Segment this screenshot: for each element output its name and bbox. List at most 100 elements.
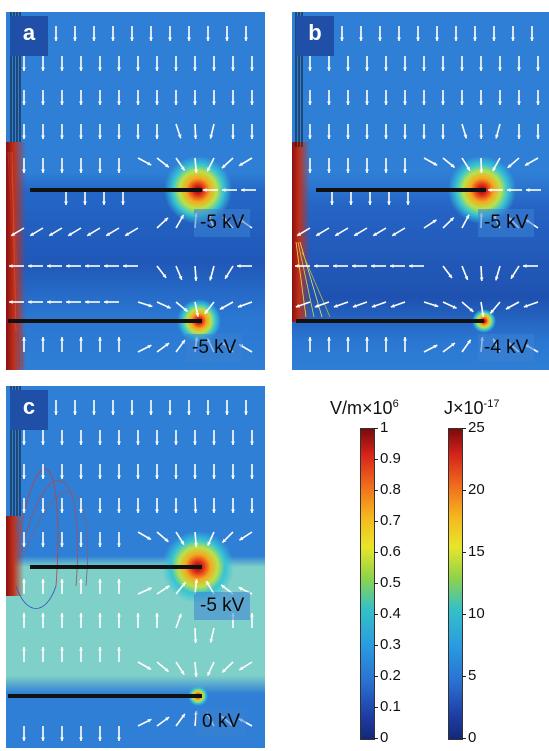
field-arrow-head (98, 67, 102, 71)
field-arrow-head (79, 509, 83, 513)
field-plot-b (292, 12, 549, 370)
colorbar-tick-label: 0.2 (380, 667, 401, 684)
field-arrow-head (207, 167, 211, 172)
field-arrow-head (79, 337, 83, 341)
colorbar-tick-label: 10 (468, 605, 485, 622)
field-arrow-head (222, 188, 226, 192)
field-arrow-head (79, 613, 83, 617)
field-arrow-head (193, 101, 197, 105)
field-arrow-head (209, 638, 214, 643)
electric-field-unit: V/m×106 (330, 398, 399, 418)
field-arrow-head (125, 232, 130, 236)
field-arrow-head (54, 37, 58, 41)
field-arrow-head (98, 613, 102, 617)
field-arrow-head (308, 101, 312, 105)
colorbar-tick-mark (374, 738, 378, 739)
field-arrow-head (536, 135, 540, 139)
field-arrow-head (164, 667, 169, 672)
field-arrow-head (41, 613, 45, 617)
field-arrow-head (498, 101, 502, 105)
field-arrow-head (79, 647, 83, 651)
field-arrow-head (178, 613, 182, 618)
colorbar-tick-label: 25 (468, 419, 485, 436)
field-arrow-head (60, 169, 64, 173)
field-arrow-head (373, 232, 378, 236)
colorbar-tick-label: 0.6 (380, 543, 401, 560)
field-arrow-head (250, 509, 254, 513)
electrode (8, 694, 202, 698)
field-arrow-head (83, 201, 87, 205)
field-arrow-head (130, 411, 134, 415)
field-arrow-head (222, 538, 227, 543)
field-line (299, 241, 323, 318)
energy-unit: J×10-17 (444, 398, 500, 418)
field-plot-c (6, 386, 265, 748)
field-arrow-head (403, 169, 407, 173)
panel-label-c: c (10, 390, 48, 430)
field-arrow-head (147, 719, 152, 723)
field-arrow-head (433, 345, 438, 349)
field-arrow-head (378, 37, 382, 41)
field-arrow-head (466, 166, 470, 171)
field-arrow-head (117, 613, 121, 617)
field-arrow-head (333, 264, 337, 268)
field-arrow-head (297, 232, 302, 236)
field-arrow-head (92, 411, 96, 415)
field-arrow-head (22, 579, 26, 583)
field-arrow-head (60, 475, 64, 479)
field-arrow-head (41, 67, 45, 71)
field-arrow-head (147, 345, 152, 349)
field-arrow-head (352, 264, 356, 268)
field-arrow-head (79, 543, 83, 547)
field-arrow-head (422, 101, 426, 105)
electrode (8, 319, 202, 323)
field-arrow-head (346, 67, 350, 71)
field-arrow-head (22, 135, 26, 139)
field-arrow-head (327, 101, 331, 105)
field-arrow-head (511, 37, 515, 41)
field-arrow-head (49, 232, 54, 236)
field-arrow-head (422, 135, 426, 139)
field-arrow-head (295, 264, 299, 268)
field-arrow-head (365, 135, 369, 139)
field-arrow-head (406, 201, 410, 205)
field-arrow-head (22, 613, 26, 617)
colorbar-tick-label: 20 (468, 481, 485, 498)
field-arrow-head (117, 543, 121, 547)
colorbar-tick-mark (374, 614, 378, 615)
field-arrow-head (237, 304, 242, 308)
field-arrow-head (193, 509, 198, 513)
electrode (296, 319, 484, 323)
field-arrow-head (79, 101, 83, 105)
field-arrow-head (237, 264, 241, 268)
field-arrow-head (530, 37, 534, 41)
field-plot-a (6, 12, 265, 370)
field-arrow-head (41, 647, 45, 651)
field-arrow-head (194, 673, 198, 677)
field-arrow-head (507, 164, 512, 168)
field-arrow-head (448, 274, 452, 279)
field-arrow-head (117, 441, 121, 445)
colorbar-tick-label: 5 (468, 667, 477, 684)
field-arrow-head (371, 304, 376, 308)
field-arrow-head (517, 101, 521, 105)
field-arrow-head (22, 67, 26, 71)
field-arrow-head (104, 300, 108, 304)
field-arrow-head (449, 217, 454, 222)
field-arrow-head (346, 101, 350, 105)
field-arrow-head (183, 307, 188, 312)
left-edge-field (6, 516, 24, 596)
field-arrow-head (194, 543, 198, 547)
field-arrow-head (250, 101, 254, 105)
field-arrow-head (371, 264, 375, 268)
field-arrow-head (28, 300, 32, 304)
field-arrow-head (178, 275, 183, 280)
field-arrow-head (60, 441, 64, 445)
field-arrow-head (231, 67, 235, 71)
field-arrow-head (102, 201, 106, 205)
field-arrow-head (147, 587, 152, 592)
electrode (30, 565, 202, 569)
field-arrow-head (384, 101, 388, 105)
top-voltage-label-b: -5 kV (478, 209, 535, 237)
field-arrow-head (98, 579, 102, 583)
